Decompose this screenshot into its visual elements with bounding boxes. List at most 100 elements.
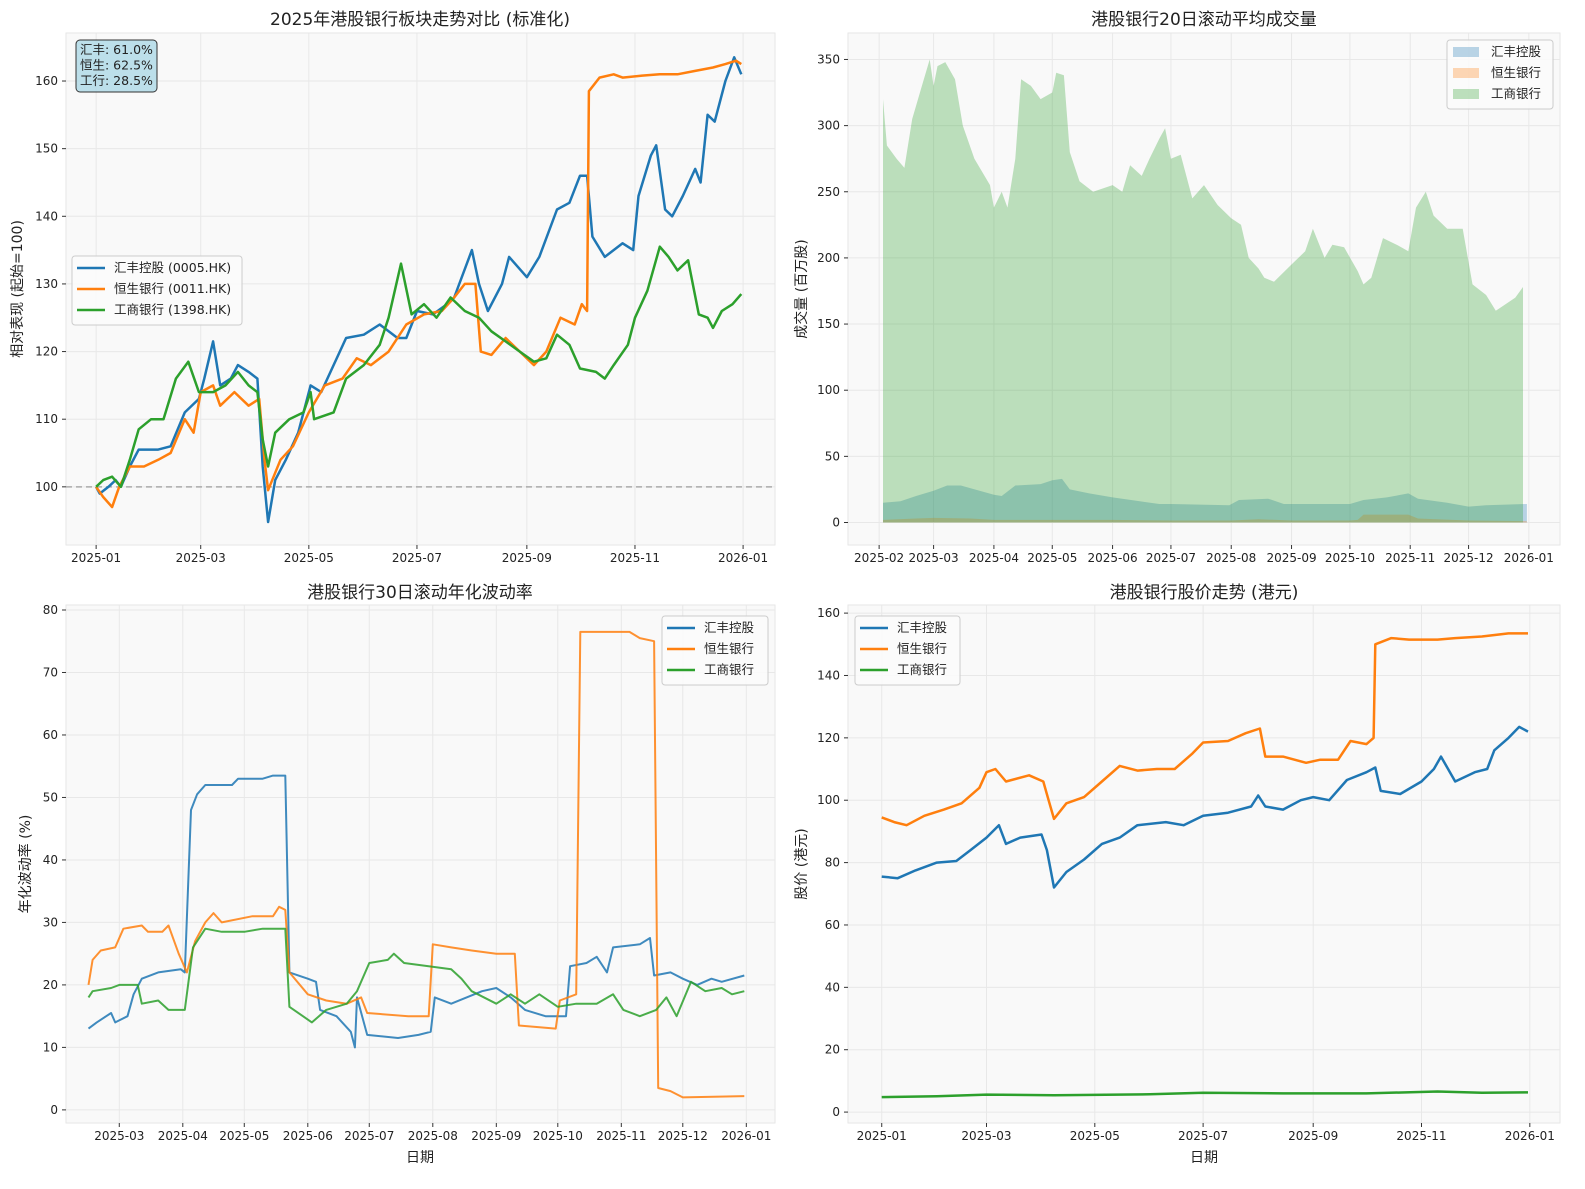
y-axis-label-volume: 成交量 (百万股) <box>793 239 810 338</box>
legend: 汇丰控股 (0005.HK) 恒生银行 (0011.HK) 工商银行 (1398.H… <box>71 255 243 326</box>
y-tick-label: 150 <box>817 317 840 331</box>
legend-swatch <box>1453 47 1479 57</box>
y-tick-label: 20 <box>825 1043 840 1057</box>
x-tick-label: 2025-05 <box>284 551 334 565</box>
legend-label: 恒生银行 <box>1491 65 1541 80</box>
line-series-汇丰控股 <box>87 774 745 1049</box>
x-tick-label: 2025-04 <box>158 1129 208 1143</box>
legend-swatch <box>1453 89 1479 99</box>
x-tick-label: 2025-03 <box>94 1129 144 1143</box>
legend-label: 工商银行 (1398.HK) <box>114 302 231 317</box>
y-tick-label: 0 <box>50 1103 58 1117</box>
y-tick-label: 110 <box>35 412 58 426</box>
y-tick-label: 70 <box>43 665 58 679</box>
chart-title-normalized: 2025年港股银行板块走势对比 (标准化) <box>270 10 570 30</box>
x-tick-label: 2025-07 <box>1178 1129 1228 1143</box>
line-series-恒生银行 <box>87 630 745 1099</box>
chart-title-price: 港股银行股价走势 (港元) <box>1110 583 1299 603</box>
x-tick-label: 2025-11 <box>1396 1129 1446 1143</box>
legend-label: 工商银行 <box>897 662 947 677</box>
y-tick-label: 200 <box>817 251 840 265</box>
y-tick-label: 120 <box>817 731 840 745</box>
y-tick-label: 300 <box>817 119 840 133</box>
y-tick-label: 120 <box>35 345 58 359</box>
legend-label: 恒生银行 <box>704 641 754 656</box>
y-axis-label-normalized: 相对表现 (起始=100) <box>10 220 26 358</box>
legend-label: 恒生银行 <box>897 641 947 656</box>
line-series-工商银行 <box>881 1090 1529 1099</box>
y-tick-label: 140 <box>817 668 840 682</box>
y-tick-label: 100 <box>817 383 840 397</box>
y-tick-label: 60 <box>43 728 58 742</box>
x-tick-label: 2025-09 <box>502 551 552 565</box>
y-tick-label: 0 <box>832 516 840 530</box>
x-tick-label: 2025-05 <box>1027 551 1077 565</box>
y-tick-label: 0 <box>832 1105 840 1119</box>
y-tick-label: 40 <box>43 853 58 867</box>
y-tick-label: 140 <box>35 209 58 223</box>
annotation-line: 汇丰: 61.0% <box>80 42 153 57</box>
x-tick-label: 2026-01 <box>718 551 768 565</box>
area-series-恒生银行 <box>883 514 1527 523</box>
y-tick-label: 30 <box>43 915 58 929</box>
y-axis-label-price: 股价 (港元) <box>794 828 810 899</box>
y-tick-label: 100 <box>35 480 58 494</box>
legend-box <box>71 255 243 326</box>
y-tick-label: 130 <box>35 277 58 291</box>
line-series-工商银行 <box>87 927 745 1024</box>
x-tick-label: 2025-10 <box>1325 551 1375 565</box>
line-series-恒生银行 <box>881 632 1528 827</box>
x-tick-label: 2025-01 <box>857 1129 907 1143</box>
y-tick-label: 160 <box>817 606 840 620</box>
line-series-工商银行 (1398.HK) <box>95 245 743 489</box>
y-tick-label: 40 <box>825 980 840 994</box>
annotation-box: 汇丰: 61.0%恒生: 62.5%工行: 28.5% <box>75 39 158 93</box>
chart-normalized: 2025-01 2025-03 2025-05 2025-07 2025-09 2025-… <box>35 32 776 565</box>
y-tick-label: 60 <box>825 918 840 932</box>
y-axis-label-volatility: 年化波动率 (%) <box>17 815 34 914</box>
x-tick-label: 2025-08 <box>1206 551 1256 565</box>
legend-label: 工商银行 <box>704 662 754 677</box>
x-tick-label: 2025-09 <box>1288 1129 1338 1143</box>
annotation-line: 工行: 28.5% <box>80 73 153 88</box>
y-tick-label: 150 <box>35 142 58 156</box>
x-tick-label: 2025-08 <box>408 1129 458 1143</box>
x-tick-label: 2025-04 <box>969 551 1019 565</box>
x-tick-label: 2025-03 <box>909 551 959 565</box>
x-tick-label: 2025-03 <box>176 551 226 565</box>
legend-label: 恒生银行 (0011.HK) <box>114 281 231 296</box>
x-tick-label: 2026-01 <box>1505 1129 1555 1143</box>
legend-label: 汇丰控股 (0005.HK) <box>114 260 231 275</box>
line-series-恒生银行 (0011.HK) <box>95 59 742 509</box>
x-tick-label: 2026-01 <box>1504 551 1554 565</box>
x-tick-label: 2025-06 <box>283 1129 333 1143</box>
y-tick-label: 50 <box>825 449 840 463</box>
plot-area <box>847 604 1561 1124</box>
legend-swatch <box>1453 68 1479 78</box>
x-tick-label: 2025-12 <box>1443 551 1493 565</box>
y-tick-label: 250 <box>817 185 840 199</box>
x-axis-label-volatility: 日期 <box>406 1150 434 1166</box>
chart-volume: 2025-02 2025-03 2025-04 2025-05 2025-06 2025-… <box>817 32 1561 565</box>
x-tick-label: 2025-07 <box>344 1129 394 1143</box>
legend-label: 汇丰控股 <box>897 620 948 635</box>
y-tick-label: 100 <box>817 793 840 807</box>
x-tick-label: 2025-11 <box>1385 551 1435 565</box>
legend-label: 工商银行 <box>1491 86 1541 101</box>
plot-area <box>847 32 1561 546</box>
y-tick-label: 50 <box>43 790 58 804</box>
x-tick-label: 2026-01 <box>721 1129 771 1143</box>
y-tick-label: 160 <box>35 74 58 88</box>
legend-box <box>854 615 961 686</box>
y-tick-label: 350 <box>817 52 840 66</box>
y-tick-label: 80 <box>825 856 840 870</box>
chart-price: 2025-01 2025-03 2025-05 2025-07 2025-09 2025-… <box>817 604 1561 1143</box>
x-tick-label: 2025-07 <box>1146 551 1196 565</box>
legend-label: 汇丰控股 <box>1491 44 1542 59</box>
annotation-bg <box>75 39 158 93</box>
x-tick-label: 2025-09 <box>471 1129 521 1143</box>
